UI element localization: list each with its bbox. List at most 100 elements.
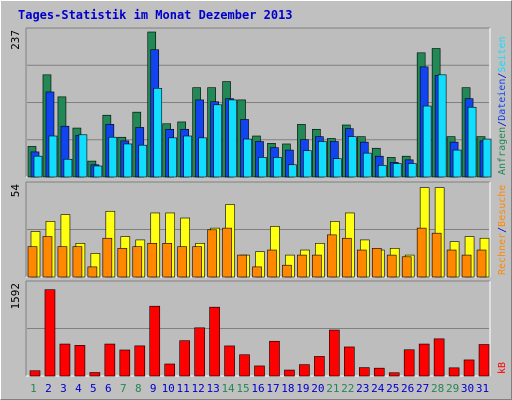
bar-rechner-day-2 bbox=[42, 236, 53, 278]
legend-entry: Anfragen bbox=[497, 127, 508, 175]
bar-seiten-day-14 bbox=[228, 99, 237, 178]
x-tick-label-day-16: 16 bbox=[251, 382, 264, 395]
x-tick-label-day-17: 17 bbox=[266, 382, 279, 395]
x-tick-label-day-25: 25 bbox=[386, 382, 399, 395]
legend-entry: / bbox=[497, 121, 508, 127]
x-tick-label-day-14: 14 bbox=[221, 382, 235, 395]
bar-seiten-day-15 bbox=[243, 138, 252, 178]
bar-rechner-day-23 bbox=[356, 249, 367, 278]
bar-kb-day-3 bbox=[59, 343, 71, 377]
bar-kb-day-23 bbox=[358, 367, 370, 377]
bar-rechner-day-5 bbox=[87, 266, 98, 278]
legend-entry: / bbox=[497, 73, 508, 79]
bar-kb-day-1 bbox=[29, 370, 41, 377]
x-tick-label-day-22: 22 bbox=[341, 382, 354, 395]
bar-rechner-day-13 bbox=[207, 229, 217, 278]
x-tick-label-day-9: 9 bbox=[150, 382, 157, 395]
x-tick-label-day-29: 29 bbox=[446, 382, 459, 395]
bar-kb-day-31 bbox=[478, 344, 490, 377]
bar-kb-day-22 bbox=[344, 346, 355, 377]
x-tick-label-day-8: 8 bbox=[135, 382, 142, 395]
bar-seiten-day-16 bbox=[258, 157, 267, 178]
bar-kb-day-20 bbox=[314, 356, 325, 377]
series-legend: Rechner/Besuche bbox=[497, 185, 508, 275]
bar-kb-day-16 bbox=[254, 365, 265, 377]
bar-kb-day-9 bbox=[149, 305, 161, 377]
bar-kb-day-27 bbox=[418, 343, 430, 377]
bar-rechner-day-3 bbox=[57, 246, 68, 278]
x-tick-label-day-13: 13 bbox=[206, 382, 219, 395]
x-tick-label-day-31: 31 bbox=[476, 382, 489, 395]
x-tick-label-day-15: 15 bbox=[236, 382, 249, 395]
bar-seiten-day-19 bbox=[303, 150, 312, 178]
x-tick-label-day-28: 28 bbox=[431, 382, 444, 395]
bar-kb-day-17 bbox=[269, 340, 280, 377]
bar-seiten-day-23 bbox=[362, 152, 372, 178]
bar-seiten-day-8 bbox=[138, 144, 148, 178]
bar-rechner-day-1 bbox=[27, 246, 38, 278]
y-max-label: 237 bbox=[9, 30, 22, 50]
bar-seiten-day-1 bbox=[33, 155, 43, 178]
bar-rechner-day-11 bbox=[177, 246, 187, 278]
bar-kb-day-4 bbox=[74, 345, 86, 377]
bar-rechner-day-20 bbox=[312, 254, 322, 278]
legend-entry: Besuche bbox=[497, 185, 508, 227]
bar-seiten-day-4 bbox=[78, 134, 88, 178]
bar-kb-day-24 bbox=[373, 367, 385, 377]
bar-rechner-day-21 bbox=[327, 234, 337, 278]
bar-seiten-day-10 bbox=[168, 137, 178, 178]
bar-rechner-day-15 bbox=[237, 254, 247, 278]
bar-kb-day-15 bbox=[239, 354, 250, 377]
bar-rechner-day-14 bbox=[222, 227, 232, 278]
chart-title: Tages-Statistik im Monat Dezember 2013 bbox=[18, 8, 293, 22]
bar-kb-day-11 bbox=[179, 340, 190, 377]
x-tick-label-day-24: 24 bbox=[371, 382, 385, 395]
bar-rechner-day-4 bbox=[72, 246, 83, 278]
bar-seiten-day-5 bbox=[93, 165, 103, 178]
bar-seiten-day-22 bbox=[348, 136, 357, 178]
bar-seiten-day-27 bbox=[422, 105, 432, 178]
x-tick-label-day-10: 10 bbox=[162, 382, 175, 395]
bar-rechner-day-8 bbox=[132, 246, 143, 278]
x-tick-label-day-21: 21 bbox=[326, 382, 339, 395]
bar-rechner-day-29 bbox=[446, 249, 457, 278]
y-max-label: 1592 bbox=[9, 283, 22, 310]
x-tick-label-day-7: 7 bbox=[120, 382, 127, 395]
bar-seiten-day-28 bbox=[437, 74, 447, 178]
legend-entry: Dateien bbox=[497, 79, 508, 121]
bar-seiten-day-6 bbox=[108, 136, 118, 178]
bar-seiten-day-31 bbox=[482, 138, 492, 178]
x-tick-label-day-30: 30 bbox=[461, 382, 474, 395]
bar-rechner-day-9 bbox=[147, 242, 158, 278]
bar-rechner-day-26 bbox=[401, 256, 412, 278]
x-tick-label-day-5: 5 bbox=[90, 382, 97, 395]
bar-rechner-day-16 bbox=[252, 266, 262, 278]
bar-seiten-day-29 bbox=[452, 149, 462, 178]
bar-kb-day-25 bbox=[388, 372, 400, 377]
x-tick-label-day-19: 19 bbox=[296, 382, 309, 395]
bar-seiten-day-12 bbox=[198, 137, 207, 178]
bar-kb-day-2 bbox=[44, 289, 56, 377]
bar-kb-day-5 bbox=[89, 372, 101, 377]
bar-seiten-day-26 bbox=[407, 163, 417, 178]
bar-kb-day-8 bbox=[134, 345, 146, 377]
x-tick-label-day-18: 18 bbox=[281, 382, 294, 395]
x-tick-label-day-2: 2 bbox=[45, 382, 52, 395]
legend-entry: Seiten bbox=[497, 36, 508, 72]
bar-kb-day-14 bbox=[224, 345, 235, 377]
bar-rechner-day-27 bbox=[416, 227, 427, 278]
x-tick-label-day-11: 11 bbox=[177, 382, 190, 395]
bar-kb-day-30 bbox=[463, 359, 475, 377]
bar-seiten-day-30 bbox=[467, 106, 477, 178]
x-tick-label-day-12: 12 bbox=[192, 382, 205, 395]
bar-kb-day-26 bbox=[403, 349, 415, 377]
bar-kb-day-18 bbox=[284, 369, 295, 377]
bar-rechner-day-7 bbox=[117, 248, 128, 278]
bar-rechner-day-31 bbox=[476, 249, 487, 278]
bar-kb-day-6 bbox=[104, 343, 116, 377]
x-tick-label-day-1: 1 bbox=[30, 382, 37, 395]
bar-seiten-day-24 bbox=[377, 165, 387, 178]
bar-rechner-day-28 bbox=[431, 232, 442, 278]
bar-kb-day-28 bbox=[433, 338, 445, 377]
bar-rechner-day-30 bbox=[461, 254, 472, 278]
